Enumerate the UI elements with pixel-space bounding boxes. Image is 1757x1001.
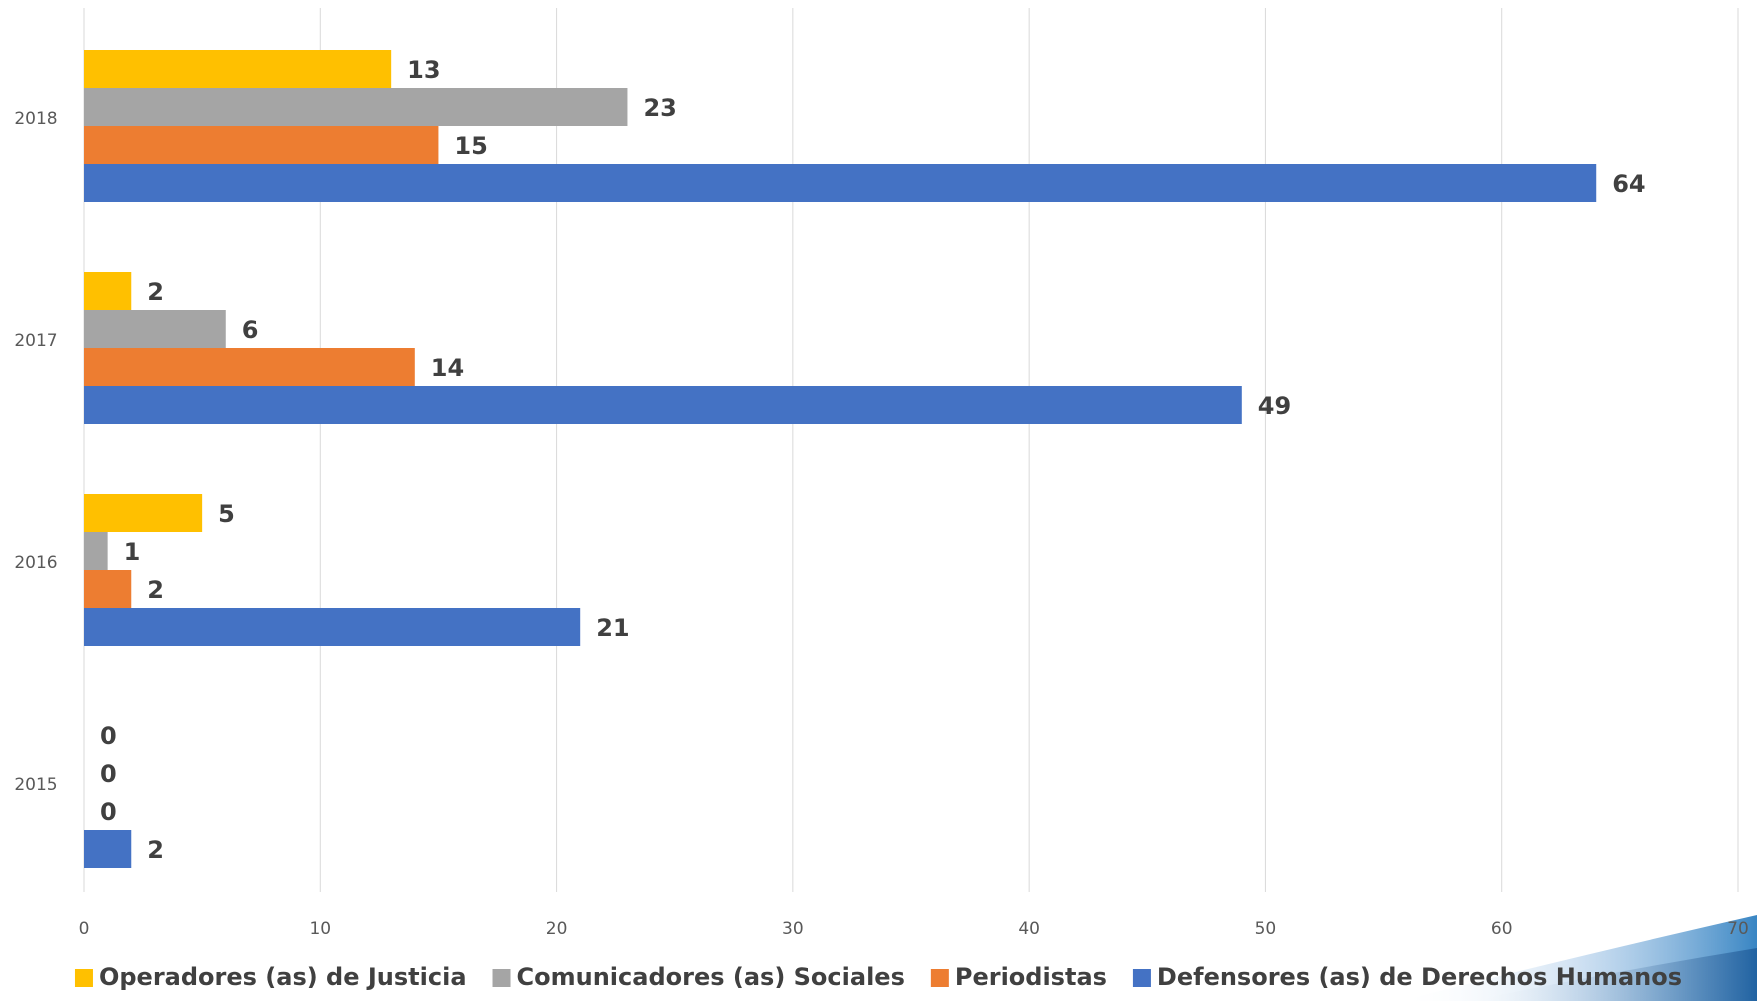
data-label: 2 (147, 278, 164, 306)
bar (84, 164, 1597, 202)
data-label: 15 (454, 132, 487, 160)
legend-swatch (492, 969, 511, 987)
data-label: 2 (147, 836, 164, 864)
bar (84, 532, 108, 570)
data-label: 14 (431, 354, 464, 382)
gridlines (83, 8, 1739, 892)
legend-item: Defensores (as) de Derechos Humanos (1132, 963, 1682, 991)
bars (84, 50, 1597, 868)
bar (84, 272, 132, 310)
data-label: 1 (124, 538, 141, 566)
legend-item: Periodistas (930, 963, 1107, 991)
y-category-label: 2018 (14, 109, 57, 129)
bar (84, 50, 392, 88)
legend: Operadores (as) de Justicia Comunicadores… (74, 963, 1682, 991)
legend-label: Operadores (as) de Justicia (99, 963, 467, 991)
bar (84, 608, 581, 646)
legend-swatch (74, 969, 93, 987)
bar (84, 88, 628, 126)
bar (84, 126, 439, 164)
data-label: 0 (100, 760, 117, 788)
data-label: 6 (242, 316, 259, 344)
legend-label: Comunicadores (as) Sociales (517, 963, 905, 991)
x-tick-label: 0 (79, 919, 90, 939)
x-tick-label: 40 (1018, 919, 1040, 939)
x-tick-label: 30 (782, 919, 804, 939)
legend-item: Comunicadores (as) Sociales (492, 963, 905, 991)
x-axis: 0 10 20 30 40 50 60 70 (79, 919, 1749, 939)
y-category-label: 2017 (14, 331, 57, 351)
y-category-label: 2016 (14, 553, 57, 573)
legend-item: Operadores (as) de Justicia (74, 963, 467, 991)
data-label: 23 (643, 94, 676, 122)
bar (84, 494, 203, 532)
x-tick-label: 60 (1491, 919, 1513, 939)
x-tick-label: 70 (1727, 919, 1749, 939)
data-label: 64 (1612, 170, 1645, 198)
data-label: 13 (407, 56, 440, 84)
legend-swatch (930, 969, 949, 987)
y-category-label: 2015 (14, 775, 57, 795)
decorative-swoosh (1400, 915, 1757, 1001)
bar (84, 310, 226, 348)
data-label: 0 (100, 798, 117, 826)
legend-label: Defensores (as) de Derechos Humanos (1157, 963, 1682, 991)
data-label: 0 (100, 722, 117, 750)
bar (84, 386, 1242, 424)
data-label: 49 (1258, 392, 1291, 420)
data-label: 5 (218, 500, 235, 528)
x-tick-label: 20 (546, 919, 568, 939)
bar (84, 570, 132, 608)
data-label: 21 (596, 614, 629, 642)
x-tick-label: 50 (1255, 919, 1277, 939)
bar (84, 830, 132, 868)
legend-swatch (1132, 969, 1151, 987)
data-label: 2 (147, 576, 164, 604)
y-axis: 2018 2017 2016 2015 (14, 109, 57, 795)
x-tick-label: 10 (309, 919, 331, 939)
legend-label: Periodistas (955, 963, 1107, 991)
bar (84, 348, 415, 386)
